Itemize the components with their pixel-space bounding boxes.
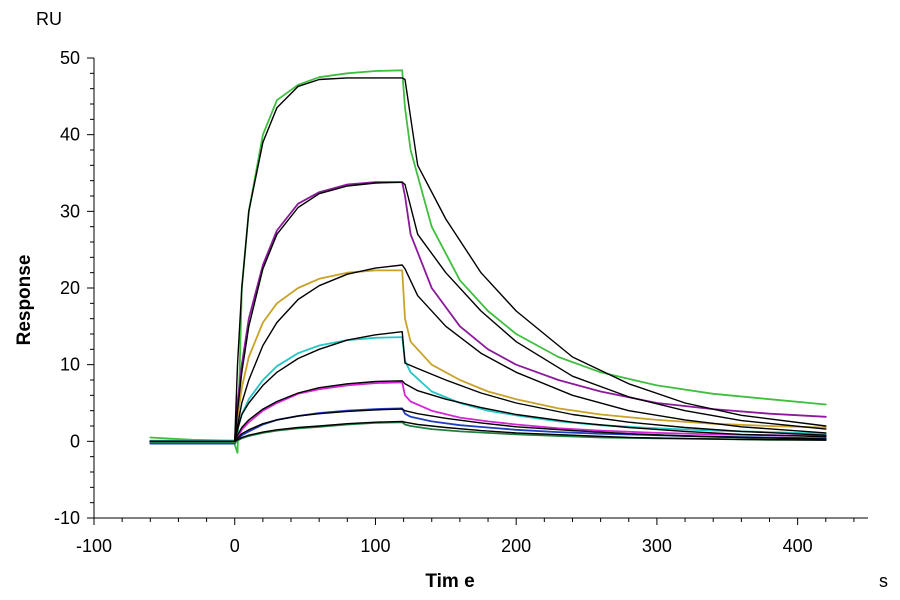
y-tick-label: 20 xyxy=(60,278,80,298)
y-unit-label: RU xyxy=(36,9,62,29)
series-layer xyxy=(149,69,827,454)
y-tick-label: 10 xyxy=(60,355,80,375)
x-tick-label: 0 xyxy=(230,536,240,556)
x-tick-label: 100 xyxy=(360,536,390,556)
x-tick-label: 200 xyxy=(501,536,531,556)
y-tick-label: 30 xyxy=(60,201,80,221)
x-unit-label: s xyxy=(879,571,888,591)
x-tick-label: 300 xyxy=(642,536,672,556)
y-axis-title: Response xyxy=(14,255,35,346)
y-tick-label: 40 xyxy=(60,125,80,145)
x-tick-label: 400 xyxy=(783,536,813,556)
fit-curve xyxy=(149,408,827,442)
y-tick-label: 50 xyxy=(60,48,80,68)
response-curve xyxy=(149,407,827,445)
response-curve xyxy=(149,421,827,443)
x-axis-title: Tim e xyxy=(425,571,474,592)
response-curve xyxy=(149,181,827,444)
response-curve xyxy=(149,269,827,443)
response-curve xyxy=(149,381,827,443)
fit-curve xyxy=(149,181,827,442)
y-tick-label: -10 xyxy=(54,508,80,528)
fit-curve xyxy=(149,380,827,442)
fit-curve xyxy=(149,264,827,442)
fit-curve xyxy=(149,331,827,442)
fit-curve xyxy=(149,77,827,442)
y-tick-label: 0 xyxy=(70,431,80,451)
x-tick-label: -100 xyxy=(76,536,112,556)
axes-layer xyxy=(93,58,868,519)
fit-curve xyxy=(149,420,827,442)
